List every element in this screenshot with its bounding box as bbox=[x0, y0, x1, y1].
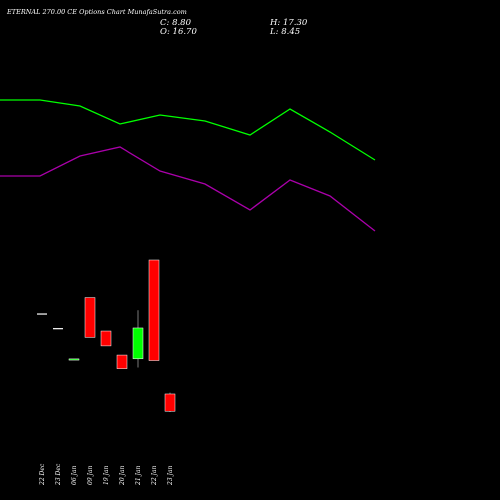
candle bbox=[37, 313, 47, 315]
x-tick-label: 22 Dec bbox=[39, 463, 46, 486]
candle bbox=[53, 328, 63, 330]
candle bbox=[68, 358, 80, 361]
candle bbox=[100, 330, 112, 347]
candle-body bbox=[164, 393, 176, 412]
candle-body bbox=[132, 327, 144, 360]
low-readout: L: 8.45 bbox=[270, 27, 301, 37]
candle-body bbox=[37, 313, 47, 315]
x-tick-label: 23 Jan bbox=[167, 465, 174, 486]
purple-indicator-line bbox=[0, 146, 376, 232]
x-tick-label: 23 Dec bbox=[55, 463, 62, 486]
x-tick-label: 19 Jan bbox=[103, 465, 110, 485]
x-tick-label: 20 Jan bbox=[119, 465, 126, 486]
high-readout: H: 17.30 bbox=[270, 18, 308, 28]
x-tick-label: 21 Jan bbox=[135, 465, 142, 486]
candle bbox=[116, 354, 128, 369]
candle bbox=[132, 310, 144, 368]
candle-body bbox=[148, 259, 160, 361]
candle-body bbox=[100, 330, 112, 347]
chart-title: ETERNAL 270.00 CE Options Chart MunafaSu… bbox=[7, 8, 187, 16]
candle-body bbox=[84, 297, 96, 338]
candle bbox=[148, 259, 160, 361]
candle-body bbox=[53, 328, 63, 330]
candle-body bbox=[68, 358, 80, 361]
candle bbox=[164, 392, 176, 412]
open-readout: O: 16.70 bbox=[160, 27, 197, 37]
close-readout: C: 8.80 bbox=[160, 18, 191, 28]
candle bbox=[84, 297, 96, 338]
x-tick-label: 09 Jan bbox=[87, 465, 94, 485]
candle-body bbox=[116, 354, 128, 369]
green-indicator-line bbox=[0, 99, 376, 161]
x-tick-label: 06 Jan bbox=[71, 465, 78, 485]
x-tick-label: 22 Jan bbox=[151, 465, 158, 486]
